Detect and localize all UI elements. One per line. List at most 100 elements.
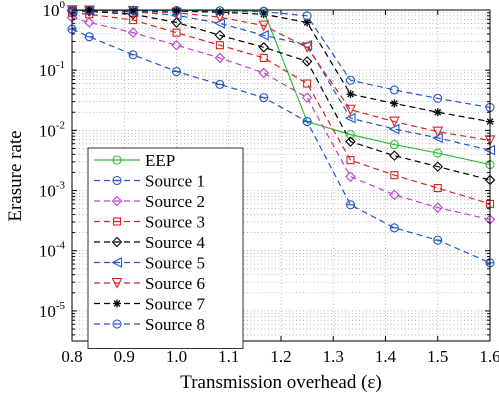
x-tick-label: 0.8: [61, 347, 82, 366]
legend-label-source-3: Source 3: [145, 213, 205, 232]
data-point-source-6: [345, 104, 356, 116]
legend-marker-source-4: [111, 236, 123, 248]
data-point-source-5: [344, 112, 356, 124]
data-point-source-7: [129, 6, 138, 15]
data-point-source-7: [390, 99, 399, 108]
y-axis-label: Erasure rate: [5, 130, 26, 221]
legend-marker-source-7: [113, 299, 121, 308]
y-tick-label: 10-1: [39, 59, 65, 80]
data-point-source-1: [433, 235, 443, 245]
data-point-source-1: [215, 79, 225, 89]
data-point-source-1: [259, 93, 269, 103]
x-tick-label: 0.9: [114, 347, 135, 366]
axes-ticks: 0.8 0.9 1.0 1.1 1.2 1.3 1.4 1.5 1.6 100 10-1 10-2 10…: [39, 0, 499, 366]
data-point-eep: [389, 140, 399, 150]
x-tick-label: 1.4: [375, 347, 397, 366]
data-point-source-4: [214, 30, 226, 41]
legend-marker-source-6: [111, 277, 123, 289]
data-point-source-3: [215, 41, 224, 50]
series-line-source-6: [72, 10, 490, 142]
data-point-source-7-arm: [129, 7, 137, 14]
data-point-source-1: [302, 117, 312, 127]
data-point-source-8: [345, 75, 356, 85]
data-point-source-1: [128, 50, 138, 60]
legend-marker-source-1: [112, 175, 122, 186]
legend-marker-eep: [112, 155, 122, 165]
legend-label-source-5: Source 5: [145, 254, 205, 273]
x-tick-label: 1.2: [270, 347, 291, 366]
data-point-source-2: [258, 67, 270, 79]
data-point-eep: [345, 130, 356, 140]
data-point-source-2: [214, 52, 226, 64]
legend-label-source-4: Source 4: [145, 233, 205, 252]
x-tick-label: 1.1: [218, 347, 239, 366]
x-axis-label: Transmission overhead (ε): [180, 372, 381, 393]
data-point-source-6: [301, 42, 313, 54]
legend-label-source-6: Source 6: [145, 274, 205, 293]
data-point-source-2: [432, 202, 444, 213]
data-point-source-8: [215, 6, 225, 16]
data-point-source-2: [127, 27, 139, 38]
data-point-source-1: [389, 223, 399, 233]
data-point-source-2: [345, 171, 356, 182]
x-tick-label: 1.3: [323, 347, 344, 366]
legend-box: [87, 147, 244, 349]
data-point-source-4: [345, 136, 356, 147]
data-point-source-7: [433, 108, 442, 117]
data-point-source-1: [345, 200, 356, 210]
data-point-source-4: [258, 42, 270, 53]
data-point-source-3: [172, 28, 181, 37]
legend-label-source-1: Source 1: [145, 172, 205, 191]
data-point-source-1: [171, 66, 182, 77]
series-line-source-2: [72, 16, 490, 221]
y-tick-label: 10-4: [39, 240, 66, 261]
data-point-source-7-arm: [391, 100, 398, 107]
data-point-source-8: [302, 11, 312, 21]
series-markers-source-2: [66, 12, 496, 225]
data-point-source-2: [83, 17, 95, 28]
x-tick-label: 1.5: [427, 347, 448, 366]
x-tick-label: 1.0: [166, 347, 187, 366]
data-point-eep: [433, 148, 443, 158]
data-point-source-8: [433, 93, 443, 103]
data-point-source-7-arm: [434, 108, 442, 116]
legend-label-source-2: Source 2: [145, 192, 205, 211]
data-point-source-3: [346, 156, 355, 165]
data-point-source-2: [389, 189, 400, 201]
data-point-source-6: [388, 116, 400, 128]
data-point-source-7-arm: [303, 19, 311, 26]
data-point-source-3: [433, 184, 442, 193]
data-point-source-7-arm: [260, 10, 268, 18]
data-point-source-1: [84, 32, 94, 42]
y-tick-label: 10-5: [39, 300, 66, 321]
data-point-source-7: [346, 90, 355, 99]
legend-marker-source-5: [111, 257, 123, 268]
data-point-source-6: [258, 20, 270, 32]
legend-label-source-8: Source 8: [145, 315, 205, 334]
series-line-source-4: [72, 10, 490, 181]
data-point-source-2: [171, 39, 182, 51]
data-point-source-8: [389, 85, 399, 95]
legend-label-source-7: Source 7: [145, 295, 205, 314]
data-point-source-4: [389, 150, 400, 161]
data-point-source-3: [259, 53, 268, 62]
legend-marker-source-2: [111, 195, 123, 207]
data-point-source-4: [171, 17, 182, 28]
data-point-source-3: [303, 79, 312, 88]
legend-marker-source-3: [112, 217, 122, 226]
legend-marker-source-7-arm: [113, 300, 121, 307]
y-tick-label: 100: [43, 0, 66, 20]
data-point-source-2: [301, 92, 313, 103]
y-tick-label: 10-3: [39, 180, 66, 201]
y-tick-label: 10-2: [39, 119, 65, 140]
x-tick-label: 1.6: [479, 347, 499, 366]
data-point-source-7-arm: [347, 90, 354, 98]
data-point-source-6: [432, 126, 444, 138]
data-point-source-4: [301, 56, 313, 67]
series-line-source-5: [72, 10, 490, 151]
legend-label-eep: EEP: [145, 151, 175, 170]
data-point-source-5: [258, 29, 269, 41]
data-point-source-8: [259, 7, 269, 17]
